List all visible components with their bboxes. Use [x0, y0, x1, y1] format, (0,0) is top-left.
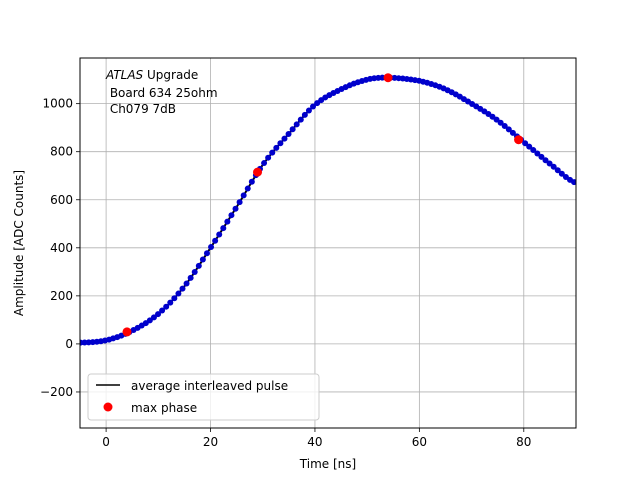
plot-frame [79, 57, 577, 429]
annotation-line-2: Board 634 25ohm [106, 86, 218, 100]
sample-marker [240, 192, 247, 199]
sample-marker [526, 143, 533, 150]
max-phase-marker [383, 73, 393, 83]
sample-marker [167, 299, 174, 306]
sample-marker [285, 131, 292, 138]
x-tick-label: 40 [307, 435, 322, 449]
sample-marker [191, 268, 198, 275]
sample-marker [269, 149, 276, 156]
sample-marker [546, 160, 553, 167]
x-axis-label: Time [ns] [299, 457, 356, 471]
annotation-line-3: Ch079 7dB [106, 102, 176, 116]
sample-marker [175, 290, 182, 297]
max-phase-marker [514, 135, 524, 145]
sample-marker [493, 116, 500, 123]
y-tick-label: 400 [50, 241, 73, 255]
sample-marker [159, 307, 166, 314]
y-axis-label: Amplitude [ADC Counts] [12, 170, 26, 316]
sample-marker [248, 178, 255, 185]
sample-marker [261, 160, 268, 167]
sample-marker [558, 170, 565, 177]
sample-marker [293, 121, 300, 128]
max-phase-marker [253, 167, 263, 177]
y-tick-label: −200 [40, 385, 73, 399]
annotation-upgrade: Upgrade [143, 68, 198, 82]
annotation-experiment: ATLAS [105, 68, 144, 82]
y-tick-label: 1000 [42, 97, 73, 111]
annotation-line-1: ATLAS Upgrade [105, 68, 198, 82]
sample-marker [232, 205, 239, 212]
sample-marker [554, 167, 561, 174]
sample-marker [163, 303, 170, 310]
sample-marker [265, 154, 272, 161]
sample-marker [220, 225, 227, 232]
sample-marker [505, 126, 512, 133]
legend-label-pulse: average interleaved pulse [131, 379, 288, 393]
sample-marker [208, 244, 215, 251]
legend: average interleaved pulse max phase [87, 373, 320, 421]
sample-marker [236, 199, 243, 206]
y-tick-label: 200 [50, 289, 73, 303]
sample-marker [228, 212, 235, 219]
x-tick-label: 0 [102, 435, 110, 449]
sample-marker [277, 140, 284, 147]
legend-marker-swatch [103, 402, 113, 412]
sample-marker [179, 285, 186, 292]
grid-lines [80, 58, 576, 428]
x-tick-label: 20 [203, 435, 218, 449]
y-tick-label: 0 [65, 337, 73, 351]
sample-marker [310, 103, 317, 110]
sample-marker [509, 129, 516, 136]
sample-marker [183, 280, 190, 287]
sample-marker [501, 122, 508, 129]
sample-marker [530, 147, 537, 154]
sample-marker [212, 237, 219, 244]
x-tick-label: 80 [516, 435, 531, 449]
x-tick-label: 60 [412, 435, 427, 449]
sample-marker [150, 314, 157, 321]
y-tick-label: 600 [50, 193, 73, 207]
sample-marker [289, 126, 296, 133]
sample-marker [497, 119, 504, 126]
max-phase-markers-layer [122, 73, 524, 337]
sample-marker [244, 185, 251, 192]
sample-marker [522, 140, 529, 147]
plot-annotation: ATLAS Upgrade Board 634 25ohm Ch079 7dB [105, 68, 218, 116]
sample-marker [273, 144, 280, 151]
max-phase-marker [122, 327, 132, 337]
sample-marker [187, 274, 194, 281]
sample-marker [203, 250, 210, 257]
sample-marker [199, 256, 206, 263]
sample-marker [216, 231, 223, 238]
sample-marker [224, 218, 231, 225]
y-axis-ticks: −200 0 200 400 600 800 1000 [40, 97, 80, 399]
sample-marker [171, 295, 178, 302]
x-axis-ticks: 0 20 40 60 80 [102, 428, 531, 449]
sample-marker [301, 111, 308, 118]
sample-marker [195, 262, 202, 269]
sample-marker [155, 311, 162, 318]
sample-marker [534, 150, 541, 157]
sample-marker [542, 157, 549, 164]
sample-marker [305, 107, 312, 114]
y-tick-label: 800 [50, 145, 73, 159]
legend-label-max-phase: max phase [131, 401, 197, 415]
sample-marker [550, 163, 557, 170]
sample-marker [571, 179, 576, 186]
legend-box [87, 373, 320, 421]
sample-marker [297, 116, 304, 123]
sample-marker [538, 153, 545, 160]
sample-marker [281, 135, 288, 142]
